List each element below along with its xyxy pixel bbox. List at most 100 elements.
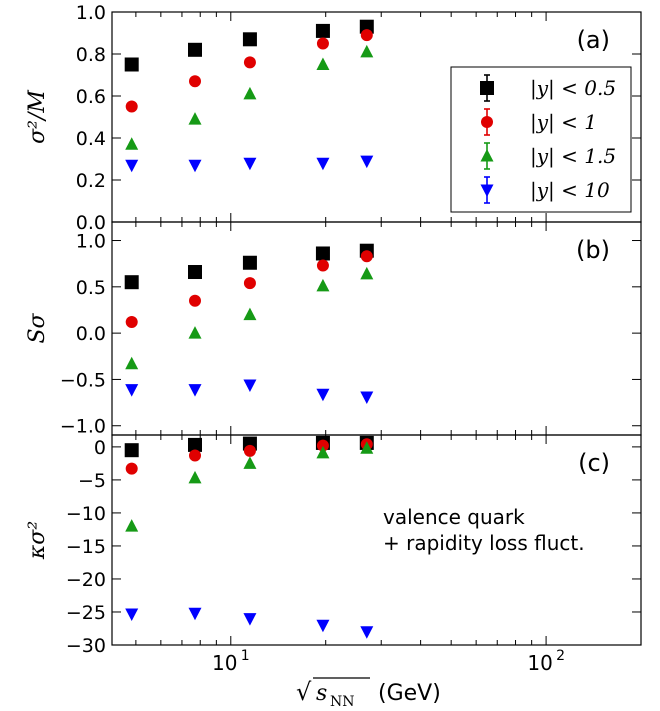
- data-point: [125, 137, 139, 150]
- data-point: [188, 326, 202, 339]
- y-tick-label: −15: [66, 536, 106, 558]
- data-point: [243, 277, 256, 290]
- x-unit: (GeV): [378, 681, 441, 706]
- data-point: [188, 449, 201, 462]
- y-tick-label: 0.0: [76, 212, 106, 234]
- data-point: [316, 445, 330, 459]
- data-point: [188, 470, 202, 484]
- x-tick-label: 10: [527, 651, 552, 675]
- data-point: [124, 57, 139, 72]
- legend-label: |y| < 10: [530, 178, 610, 203]
- data-point: [243, 379, 257, 392]
- data-point: [316, 388, 330, 402]
- data-point: [243, 307, 257, 321]
- legend-marker: [480, 149, 494, 162]
- data-point: [316, 157, 330, 171]
- y-tick-label: 1.0: [76, 231, 106, 253]
- data-point: [360, 155, 374, 169]
- y-axis-label: κσ²: [25, 521, 50, 560]
- x-axis-label: √ s NN (GeV): [296, 677, 441, 710]
- data-point: [316, 278, 330, 292]
- panel-b: −1.0 −0.5 0.0 0.5 1.0 Sσ (b): [25, 221, 642, 438]
- y-tick-label: 1.0: [76, 2, 106, 24]
- data-point: [359, 19, 374, 34]
- y-tick-label: −30: [66, 635, 106, 657]
- data-point: [360, 250, 373, 263]
- legend-marker: [480, 184, 494, 197]
- data-point: [188, 294, 201, 307]
- y-axis-label: Sσ: [25, 312, 50, 343]
- data-point: [315, 246, 330, 261]
- y-tick-label: −25: [66, 602, 106, 624]
- panel-tag: (b): [576, 236, 610, 264]
- data-point: [125, 356, 139, 370]
- data-point: [125, 519, 139, 532]
- data-point: [188, 75, 201, 88]
- legend: |y| < 0.5 |y| < 1 |y| < 1.5 |y| < 10: [450, 66, 632, 213]
- panel-tag: (a): [577, 26, 610, 54]
- y-tick-label: 0.4: [76, 128, 106, 150]
- x-tick-exponent: 2: [556, 648, 565, 664]
- data-point: [187, 437, 202, 452]
- y-tick-label: −0.5: [60, 369, 106, 391]
- annotation-text: + rapidity loss fluct.: [383, 531, 585, 555]
- y-tick-label: 0.2: [76, 170, 106, 192]
- y-tick-label: 0: [94, 437, 106, 459]
- data-point: [187, 42, 202, 57]
- data-point: [125, 100, 138, 113]
- y-tick-label: 0.6: [76, 86, 106, 108]
- x-var-sub: NN: [330, 694, 355, 710]
- data-point: [360, 44, 374, 58]
- legend-label: |y| < 0.5: [530, 76, 616, 101]
- legend-label: |y| < 1: [530, 110, 597, 135]
- panel-c: −30 −25 −20 −15 −10 −5 0 κσ² (c) valence quark+ r…: [25, 434, 642, 657]
- data-point: [187, 265, 202, 280]
- data-point: [360, 29, 373, 42]
- data-point: [315, 23, 330, 38]
- annotation-text: valence quark: [383, 505, 525, 529]
- x-tick-exponent: 1: [241, 648, 250, 664]
- data-point: [125, 608, 139, 621]
- y-tick-label: −10: [66, 503, 106, 525]
- data-point: [316, 439, 329, 452]
- data-point: [243, 613, 257, 626]
- y-tick-label: −5: [78, 470, 106, 492]
- data-point: [316, 37, 329, 50]
- y-tick-label: −1.0: [60, 416, 106, 438]
- data-point: [188, 384, 202, 397]
- y-tick-label: 0.5: [76, 277, 106, 299]
- data-point: [316, 259, 329, 272]
- x-tick-label: 10: [212, 651, 237, 675]
- data-point: [316, 619, 330, 633]
- data-point: [124, 443, 139, 458]
- y-axis-label: σ²/M: [25, 90, 50, 144]
- panel-tag: (c): [578, 449, 610, 477]
- panel-frame: [111, 221, 642, 436]
- x-var: s: [316, 681, 327, 706]
- data-point: [360, 391, 374, 405]
- y-tick-label: 0.0: [76, 323, 106, 345]
- panel-frame: [111, 434, 642, 646]
- data-point: [243, 456, 257, 469]
- data-point: [125, 384, 139, 397]
- legend-label: |y| < 1.5: [530, 144, 616, 169]
- data-point: [188, 112, 202, 125]
- data-point: [360, 626, 374, 639]
- data-point: [188, 607, 202, 621]
- data-point: [125, 462, 138, 475]
- data-point: [243, 86, 257, 100]
- data-point: [242, 32, 257, 47]
- data-point: [360, 441, 374, 454]
- data-point: [125, 316, 138, 329]
- data-point: [125, 159, 139, 173]
- y-tick-label: −20: [66, 569, 106, 591]
- data-point: [360, 266, 374, 280]
- y-tick-label: 0.8: [76, 44, 106, 66]
- data-point: [243, 444, 256, 457]
- data-point: [242, 255, 257, 270]
- data-point: [188, 159, 202, 173]
- data-point: [243, 56, 256, 69]
- data-point: [124, 275, 139, 290]
- legend-marker: [480, 81, 494, 95]
